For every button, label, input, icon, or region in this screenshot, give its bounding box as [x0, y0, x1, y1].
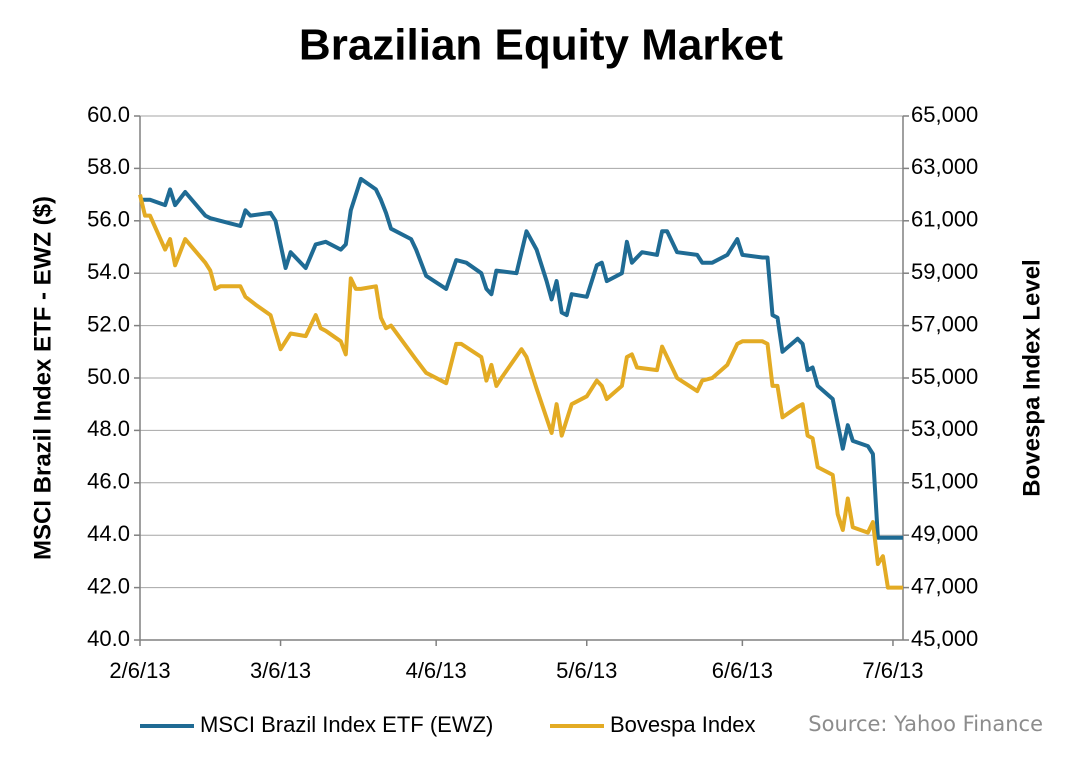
legend-label: Bovespa Index: [610, 712, 756, 737]
data-line: [140, 176, 903, 540]
y2-tick-label: 61,000: [911, 207, 978, 232]
y-tick-label: 52.0: [87, 311, 130, 336]
y2-tick-label: 45,000: [911, 626, 978, 651]
x-tick-label: 3/6/13: [250, 658, 311, 683]
data-line: [138, 194, 903, 590]
x-tick-label: 2/6/13: [109, 658, 170, 683]
y-tick-label: 48.0: [87, 416, 130, 441]
y-tick-label: 60.0: [87, 102, 130, 127]
x-tick-label: 7/6/13: [862, 658, 923, 683]
y2-tick-label: 65,000: [911, 102, 978, 127]
y-tick-label: 46.0: [87, 469, 130, 494]
y2-tick-label: 55,000: [911, 364, 978, 389]
y-tick-label: 56.0: [87, 207, 130, 232]
x-tick-label: 4/6/13: [406, 658, 467, 683]
y-tick-label: 42.0: [87, 573, 130, 598]
y-tick-label: 40.0: [87, 626, 130, 651]
chart-title: Brazilian Equity Market: [299, 21, 783, 70]
y-tick-label: 44.0: [87, 521, 130, 546]
y-tick-label: 58.0: [87, 154, 130, 179]
y-axis-title: MSCI Brazil Index ETF - EWZ ($): [29, 196, 56, 560]
y-tick-label: 50.0: [87, 364, 130, 389]
x-tick-label: 6/6/13: [712, 658, 773, 683]
y2-tick-label: 49,000: [911, 521, 978, 546]
y2-tick-label: 51,000: [911, 469, 978, 494]
source-note: Source: Yahoo Finance: [808, 712, 1043, 736]
y2-tick-label: 57,000: [911, 311, 978, 336]
y2-tick-label: 47,000: [911, 573, 978, 598]
y-tick-label: 54.0: [87, 259, 130, 284]
y2-tick-label: 63,000: [911, 154, 978, 179]
y2-tick-label: 53,000: [911, 416, 978, 441]
x-tick-label: 5/6/13: [556, 658, 617, 683]
y2-axis-title: Bovespa Index Level: [1018, 259, 1045, 496]
y2-tick-label: 59,000: [911, 259, 978, 284]
legend-label: MSCI Brazil Index ETF (EWZ): [200, 712, 493, 737]
